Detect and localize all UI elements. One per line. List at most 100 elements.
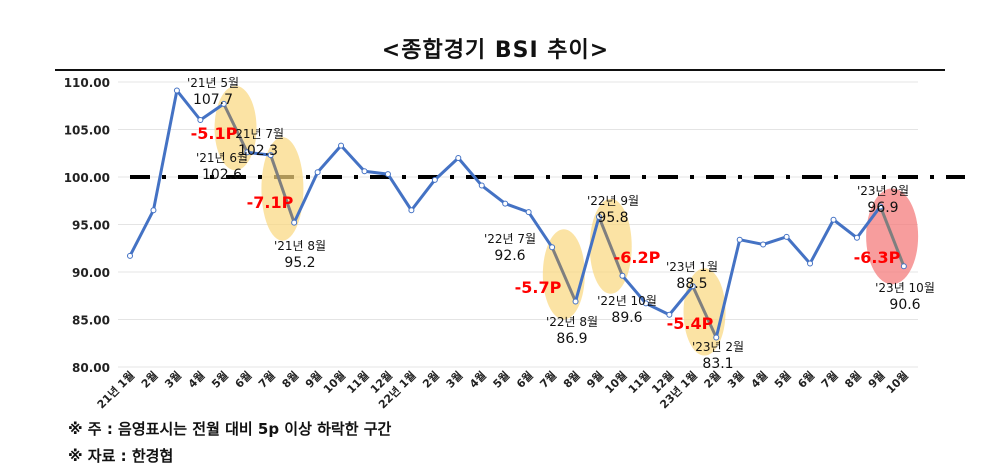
data-point [408, 207, 415, 214]
line-segment [386, 172, 413, 212]
x-tick-label: 3월 [162, 368, 184, 390]
point-label-value: 86.9 [556, 331, 587, 347]
point-label-value: 83.1 [702, 356, 733, 372]
x-tick-label: 6월 [232, 368, 254, 390]
point-label-period: '23년 10월 [875, 281, 935, 295]
x-tick-label: 3월 [443, 368, 465, 390]
data-point [361, 168, 368, 175]
line-segment [597, 215, 624, 278]
x-tick-label: 10월 [883, 368, 911, 396]
y-tick-label: 105.00 [64, 124, 110, 138]
data-point [197, 117, 204, 123]
point-label-value: 95.2 [284, 255, 315, 271]
line-segment [855, 204, 882, 240]
x-tick-label: 2월 [419, 368, 441, 390]
data-point [150, 207, 157, 214]
point-label-value: 90.6 [889, 297, 920, 313]
data-point [173, 87, 180, 94]
x-tick-label: 7월 [255, 368, 277, 390]
point-label-period: '21년 7월 [232, 127, 284, 141]
point-label-value: 88.5 [676, 276, 707, 292]
x-tick-label: 4월 [466, 368, 488, 390]
data-point [783, 233, 790, 240]
line-segment [198, 102, 226, 122]
point-label-value: 102.6 [202, 167, 242, 183]
data-point [713, 334, 720, 341]
drop-label: -5.1P [191, 124, 238, 143]
data-point [830, 216, 837, 223]
y-tick-label: 85.00 [72, 314, 110, 328]
chart-title: <종합경기 BSI 추이> [381, 38, 610, 63]
data-point [244, 149, 251, 156]
x-tick-label: 6월 [795, 368, 817, 390]
data-point [619, 272, 626, 279]
point-label-period: '23년 9월 [857, 184, 909, 198]
point-label-value: 89.6 [611, 310, 642, 326]
line-segment [292, 170, 320, 225]
line-segment [667, 284, 695, 317]
line-segment [761, 235, 789, 246]
data-point [338, 142, 345, 149]
data-point [431, 176, 438, 183]
line-segment [222, 102, 249, 154]
data-point [666, 311, 673, 318]
point-label-period: '22년 7월 [484, 232, 536, 246]
line-segment [691, 284, 718, 340]
line-segment [808, 218, 835, 265]
footnote-source: ※ 자료 : 한경협 [68, 447, 174, 465]
point-label-value: 96.9 [867, 200, 898, 216]
point-label-period: '21년 8월 [274, 239, 326, 253]
data-point [760, 241, 767, 248]
data-point [596, 213, 602, 220]
x-tick-label: 11월 [344, 368, 372, 396]
line-segment [574, 215, 601, 303]
data-point [525, 209, 532, 216]
y-tick-label: 100.00 [64, 171, 110, 185]
data-point [807, 260, 814, 267]
y-tick-label: 95.00 [72, 219, 110, 233]
line-segment [269, 153, 296, 225]
point-label-period: '23년 2월 [692, 340, 744, 354]
data-point [384, 171, 391, 178]
data-point [689, 283, 696, 290]
x-tick-label: 8월 [560, 368, 582, 390]
line-segment [245, 150, 273, 157]
line-segment [433, 156, 460, 182]
drop-label: -6.2P [614, 248, 661, 267]
drop-label: -5.7P [515, 278, 562, 297]
x-tick-label: 10월 [320, 368, 348, 396]
data-point [572, 298, 579, 305]
drop-label: -6.3P [854, 248, 901, 267]
point-label-period: '21년 6월 [196, 151, 248, 165]
line-segment [128, 208, 155, 258]
line-segment [339, 144, 366, 173]
point-label-period: '22년 9월 [587, 194, 639, 208]
data-point [900, 263, 907, 270]
data-point [291, 219, 298, 226]
line-segment [409, 178, 437, 212]
line-segment [503, 202, 531, 214]
line-segment [151, 89, 179, 212]
x-tick-label: 5월 [771, 368, 793, 390]
data-point [127, 252, 133, 259]
x-tick-label: 6월 [513, 368, 535, 390]
point-label-period: '22년 8월 [546, 315, 598, 329]
data-point [642, 300, 649, 307]
point-label-value: 95.8 [597, 210, 628, 226]
data-point [455, 155, 462, 161]
line-segment [785, 235, 812, 265]
line-segment [175, 89, 202, 122]
line-segment [316, 144, 343, 174]
x-tick-label: 8월 [279, 368, 301, 390]
y-tick-label: 110.00 [64, 76, 110, 90]
x-tick-label: 7월 [818, 368, 840, 390]
line-segment [738, 238, 765, 246]
data-point [877, 203, 884, 210]
x-tick-label: 4월 [748, 368, 770, 390]
data-point [502, 200, 509, 207]
x-tick-label: 11월 [625, 368, 653, 396]
line-segment [620, 274, 648, 305]
line-segment [480, 184, 507, 206]
x-tick-label: 7월 [537, 368, 559, 390]
